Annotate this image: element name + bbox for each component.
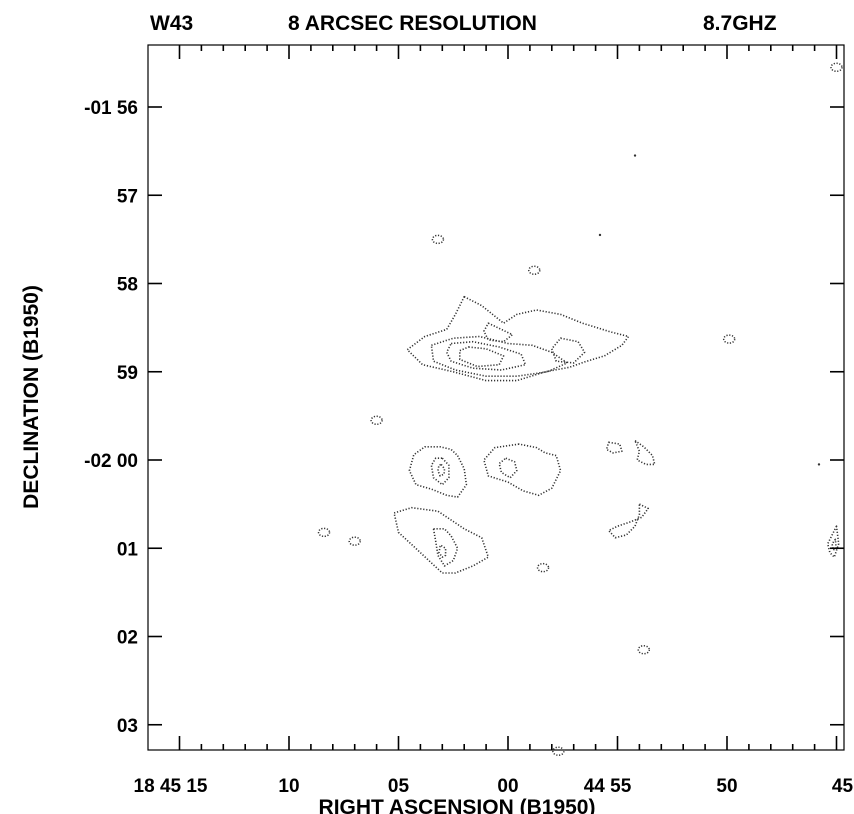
contour-east-pair-south	[607, 503, 649, 539]
compact-source-6	[536, 562, 550, 573]
x-tick-label-3: 00	[497, 776, 518, 797]
contour-west-edge-source-inner	[831, 538, 837, 551]
compact-source-9	[830, 62, 843, 73]
header-source-name: W43	[150, 12, 193, 35]
compact-source-7	[637, 644, 651, 655]
contour-northern-complex-level-4	[459, 346, 505, 368]
contour-east-pair-north	[634, 439, 656, 466]
y-tick-label-2: 58	[117, 275, 138, 296]
compact-source-0	[431, 234, 445, 245]
y-tick-label-6: 02	[117, 628, 138, 649]
contour-northern-complex-inner-loop	[483, 322, 514, 343]
y-tick-label-5: 01	[117, 539, 139, 560]
x-tick-label-2: 05	[388, 776, 410, 797]
contour-northern-complex-outer	[406, 295, 630, 382]
contour-east-pair-north-spot	[605, 441, 623, 454]
point-source-1	[598, 233, 602, 237]
y-tick-label-4: -02 00	[84, 451, 138, 472]
y-tick-label-1: 57	[117, 186, 138, 207]
compact-source-1	[528, 265, 541, 276]
contour-central-source-outer	[408, 446, 468, 498]
x-tick-label-5: 50	[716, 776, 737, 797]
contour-northern-complex-east-blob	[551, 337, 586, 364]
point-source-0	[633, 154, 637, 157]
compact-source-layer	[317, 62, 843, 756]
header-frequency: 8.7GHZ	[703, 12, 777, 35]
compact-source-8	[552, 746, 565, 756]
contour-central-source-level-2	[430, 457, 450, 486]
contour-central-east-source-outer	[483, 443, 562, 497]
x-tick-label-6: 45	[832, 776, 854, 797]
compact-source-5	[348, 536, 361, 546]
contour-west-edge-source	[826, 525, 840, 558]
header-resolution: 8 ARCSEC RESOLUTION	[288, 12, 537, 35]
y-tick-label-3: 59	[117, 363, 138, 384]
contour-central-source-level-3	[437, 463, 446, 477]
contour-northern-complex-level-3	[445, 340, 527, 371]
x-tick-label-0: 18 45 15	[134, 776, 208, 797]
x-axis-title: RIGHT ASCENSION (B1950)	[319, 796, 596, 814]
contour-southern-source-level-2	[432, 528, 459, 567]
point-source-2	[817, 463, 821, 466]
axis-tick-layer: 18 45 15 10 05 00 44 55 50 45 -01 56 57 58 59 -02 0…	[84, 45, 853, 797]
plot-frame	[147, 44, 845, 751]
compact-source-3	[370, 415, 383, 426]
y-tick-label-7: 03	[117, 716, 138, 737]
contour-central-east-source-inner	[498, 457, 518, 479]
y-axis-title: DECLINATION (B1950)	[20, 285, 43, 509]
x-tick-label-1: 10	[278, 776, 299, 797]
contour-northern-complex-level-2	[430, 335, 568, 377]
contour-southern-source-outer	[393, 506, 490, 574]
contour-layer	[393, 295, 840, 574]
x-tick-label-4: 44 55	[584, 776, 632, 797]
compact-source-2	[722, 334, 736, 344]
y-tick-label-0: -01 56	[84, 98, 138, 119]
compact-source-4	[317, 527, 331, 538]
contour-southern-source-level-3	[438, 544, 447, 558]
